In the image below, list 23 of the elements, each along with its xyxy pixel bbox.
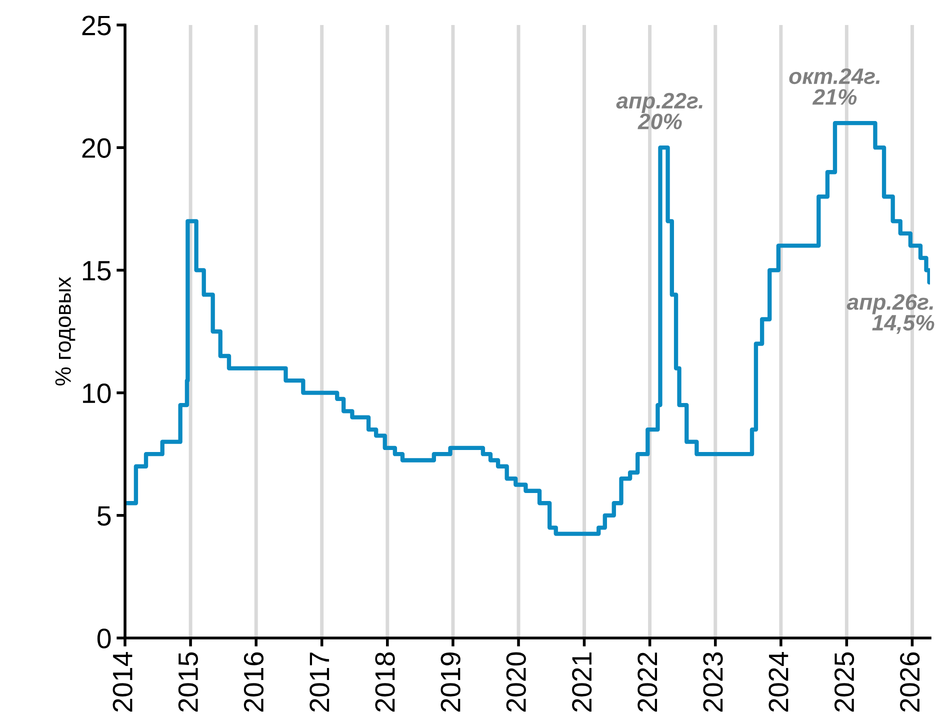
- y-tick-label: 5: [97, 506, 111, 526]
- x-tick-label: 2017: [310, 652, 330, 712]
- x-tick-label: 2022: [638, 652, 658, 712]
- x-tick-label: 2015: [178, 652, 198, 712]
- x-tick-label: 2023: [703, 652, 723, 712]
- y-tick-label: 0: [97, 628, 111, 648]
- x-tick-label: 2026: [900, 652, 920, 712]
- x-tick-label: 2020: [506, 652, 526, 712]
- y-tick-label: 20: [82, 138, 111, 158]
- x-tick-label: 2025: [834, 652, 854, 712]
- x-tick-label: 2021: [572, 652, 592, 712]
- y-axis-title: % годовых: [55, 276, 76, 386]
- annotation: окт.24г. 21%: [789, 68, 880, 105]
- annotation: апр.22г. 20%: [616, 92, 702, 130]
- x-tick-label: 2016: [244, 652, 264, 712]
- x-tick-label: 2019: [440, 652, 460, 712]
- x-tick-label: 2018: [375, 652, 395, 712]
- x-tick-label: 2014: [112, 652, 132, 712]
- y-tick-label: 10: [83, 383, 111, 404]
- y-tick-label: 25: [82, 16, 111, 36]
- x-tick-label: 2024: [768, 652, 788, 712]
- y-tick-label: 15: [83, 261, 111, 281]
- annotation: апр.26г. 14,5%: [846, 294, 934, 334]
